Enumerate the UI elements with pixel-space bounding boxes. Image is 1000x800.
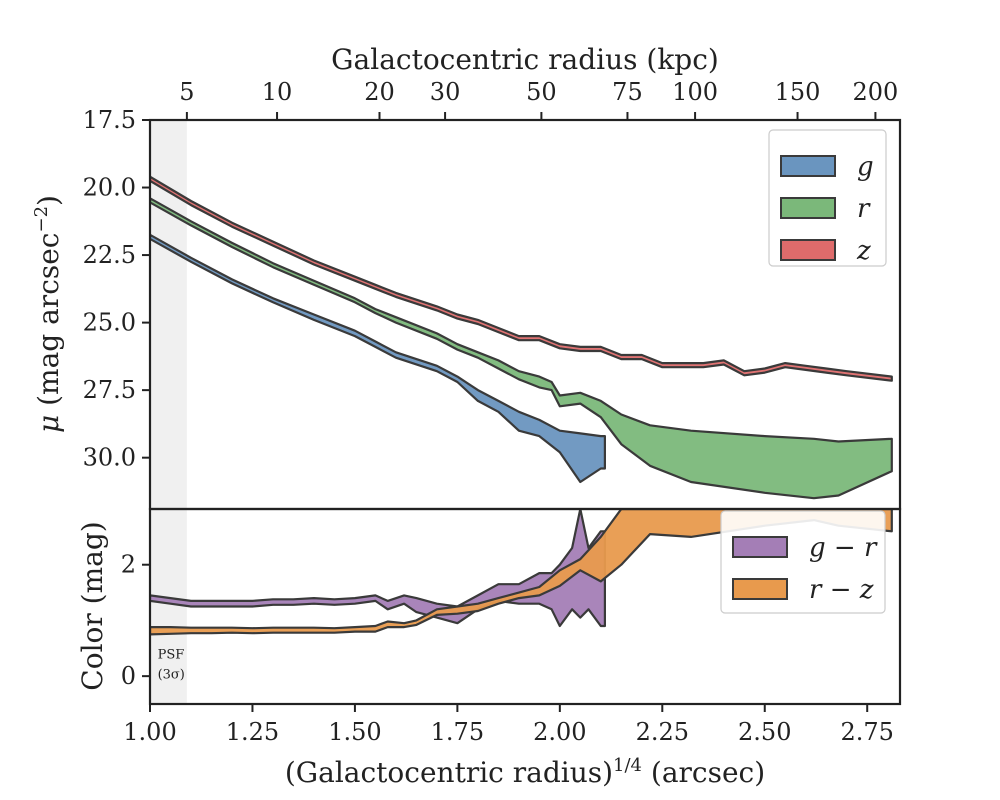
series-band-r-z [150,509,893,636]
series-band-g-r [150,509,606,628]
y-tick-label-bottom: 0 [121,662,136,690]
top-x-tick-label: 10 [262,78,293,106]
legend-swatch-z [780,239,836,261]
bottom-panel-series [150,509,893,636]
x-tick-label: 2.00 [533,718,586,746]
top-x-tick-label: 20 [364,78,395,106]
legend-label-g-r: g − r [809,533,878,563]
bottom-panel-frame [148,507,902,706]
bottom-axis-title: (Galactocentric radius)1/4 (arcsec) [285,755,765,789]
legend-label-r: r [857,194,871,224]
legend-bottom: g − r r − z [720,510,886,614]
y-tick-label-top: 30.0 [83,444,136,472]
psf-annotation-line2: (3σ) [158,668,185,683]
y-tick-label-top: 17.5 [83,106,136,134]
legend-swatch-g-r [732,536,788,558]
x-tick-label: 2.25 [636,718,689,746]
y-tick-label-bottom: 2 [121,551,136,579]
legend-label-r-z: r − z [809,575,874,605]
top-panel-series [150,175,893,500]
legend-swatch-g [780,155,836,177]
x-tick-label: 1.75 [431,718,484,746]
x-tick-label: 2.50 [738,718,791,746]
x-tick-label: 2.75 [840,718,893,746]
top-x-tick-label: 100 [672,78,718,106]
y-tick-label-top: 22.5 [83,241,136,269]
legend-label-z: z [856,236,871,266]
y-tick-label-top: 20.0 [83,174,136,202]
series-band-r [150,197,893,500]
legend-label-g: g [857,152,874,182]
legend-top: grz [768,129,887,267]
top-x-tick-label: 50 [526,78,557,106]
y-tick-label-top: 25.0 [83,309,136,337]
x-tick-label: 1.25 [226,718,279,746]
y-tick-label-top: 27.5 [83,376,136,404]
bottom-y-axis-title: Color (mag) [76,521,109,690]
top-x-tick-label: 30 [430,78,461,106]
top-x-tick-label: 200 [853,78,899,106]
axis-ticks: 17.520.022.525.027.530.05 10 20 30 50 75 100 15… [83,78,899,746]
psf-region-top [150,120,187,509]
series-band-z [150,175,893,382]
x-tick-label: 1.50 [328,718,381,746]
series-band-g [150,233,606,484]
psf-region-bottom [150,509,187,704]
top-y-axis-title: μ (mag arcsec−2) [31,195,65,433]
psf-annotation-line1: PSF [158,648,185,663]
x-tick-label: 1.00 [123,718,176,746]
top-x-tick-label: 5 [179,78,194,106]
legend-swatch-r [780,197,836,219]
legend-swatch-r-z [732,578,788,600]
top-x-tick-label: 75 [612,78,643,106]
top-axis-title: Galactocentric radius (kpc) [331,43,719,76]
top-x-tick-label: 150 [775,78,821,106]
